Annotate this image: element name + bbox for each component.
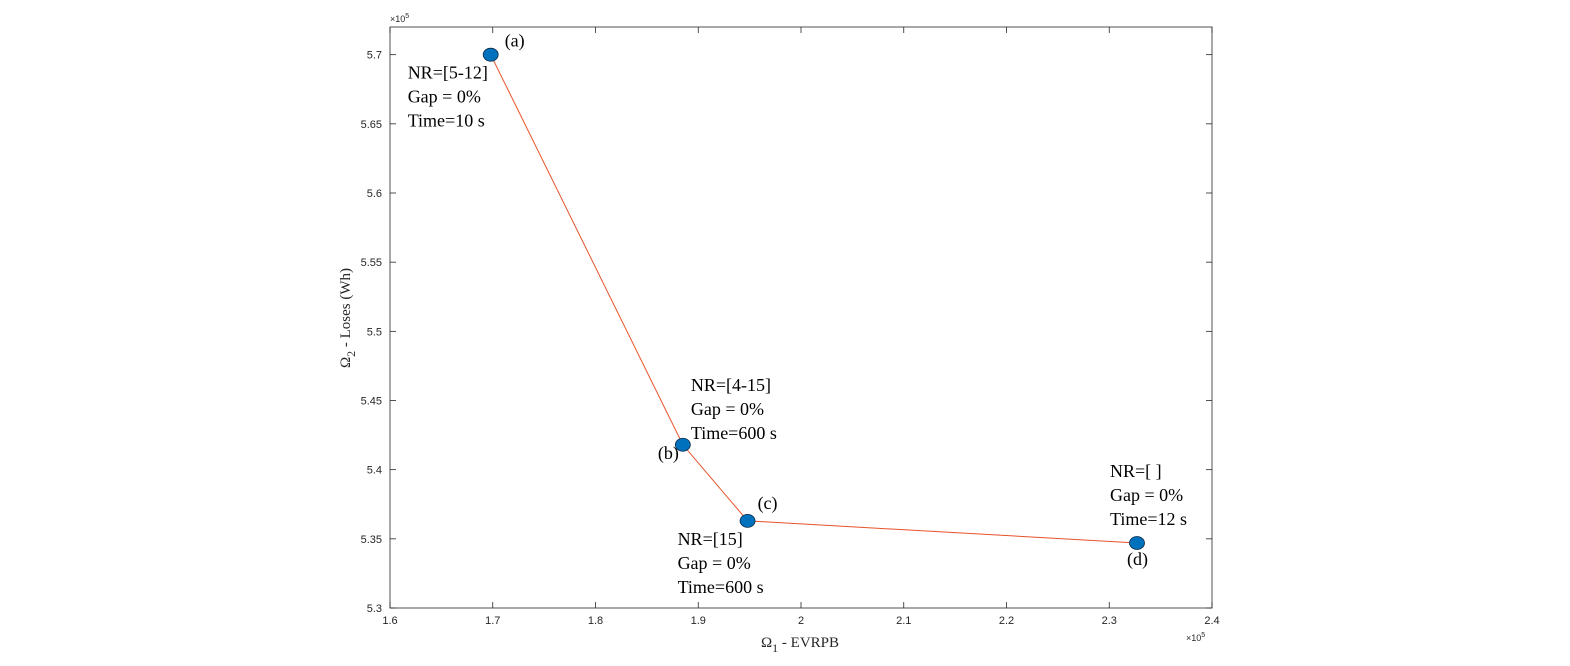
point-annotation-line: NR=[4-15] <box>691 375 771 395</box>
data-point-marker <box>1129 536 1145 550</box>
y-tick-label: 5.35 <box>361 534 382 546</box>
x-tick-label: 2 <box>798 615 804 627</box>
point-annotation-line: NR=[5-12] <box>408 63 488 83</box>
data-point-marker <box>739 513 756 528</box>
x-tick-label: 1.9 <box>691 615 706 627</box>
x-tick-label: 2.3 <box>1102 615 1117 627</box>
y-tick-label: 5.7 <box>367 50 382 62</box>
y-tick-label: 5.55 <box>361 257 382 269</box>
plot-frame <box>389 26 1213 609</box>
y-tick-label: 5.6 <box>367 188 382 200</box>
y-tick-label: 5.45 <box>361 396 382 408</box>
point-label: (a) <box>505 31 525 52</box>
y-axis-label: Ω2 - Loses (Wh) <box>338 268 358 368</box>
point-label: (d) <box>1127 549 1148 570</box>
x-tick-label: 2.2 <box>999 615 1014 627</box>
point-annotation-line: Gap = 0% <box>1110 485 1183 505</box>
point-label: (b) <box>658 443 679 464</box>
point-label: (c) <box>758 493 778 514</box>
y-tick-label: 5.5 <box>367 326 382 338</box>
point-annotation-line: Time=600 s <box>678 577 764 597</box>
point-annotation-line: NR=[15] <box>678 529 743 549</box>
pareto-front-line <box>490 54 1138 544</box>
data-point-marker <box>674 437 691 452</box>
point-annotation-line: Time=600 s <box>691 423 777 443</box>
y-tick-label: 5.3 <box>367 603 382 615</box>
x-tick-label: 2.1 <box>896 615 911 627</box>
x-exponent-label: ×105 <box>1186 632 1205 643</box>
y-tick-label: 5.65 <box>361 119 382 131</box>
x-tick-label: 1.8 <box>588 615 603 627</box>
y-exponent-label: ×105 <box>390 13 409 24</box>
point-annotation-line: Time=10 s <box>408 111 485 131</box>
y-tick-label: 5.4 <box>367 465 382 477</box>
point-annotation-line: Gap = 0% <box>691 399 764 419</box>
point-annotation-line: Gap = 0% <box>678 553 751 573</box>
point-annotation-line: Gap = 0% <box>408 87 481 107</box>
x-tick-label: 1.7 <box>485 615 500 627</box>
point-annotation-line: NR=[ ] <box>1110 461 1162 481</box>
x-tick-label: 1.6 <box>382 615 397 627</box>
point-annotation-line: Time=12 s <box>1110 509 1187 529</box>
x-tick-label: 2.4 <box>1204 615 1219 627</box>
x-axis-label: Ω1 - EVRPB <box>761 635 839 655</box>
data-point-marker <box>482 47 499 62</box>
